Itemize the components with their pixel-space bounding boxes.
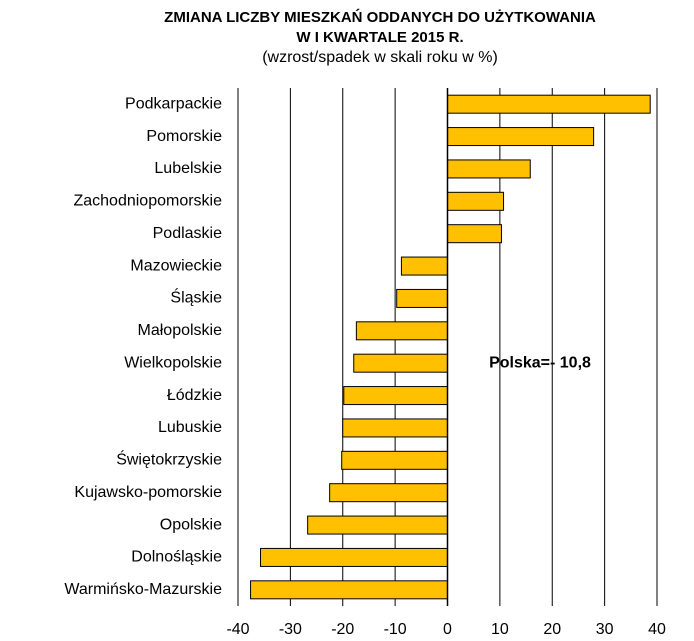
y-tick-label: Podkarpackie bbox=[125, 95, 222, 112]
y-tick-label: Pomorskie bbox=[146, 128, 222, 145]
bar bbox=[353, 353, 448, 373]
bar bbox=[447, 159, 531, 179]
y-tick-label: Świętokrzyskie bbox=[116, 450, 222, 469]
y-tick-label: Lubuskie bbox=[158, 419, 222, 436]
bar bbox=[250, 580, 448, 600]
chart-title: W I KWARTALE 2015 R. bbox=[296, 29, 463, 46]
bar bbox=[329, 483, 448, 503]
y-tick-label: Dolnośląskie bbox=[131, 549, 222, 566]
y-tick-label: Śląskie bbox=[170, 288, 222, 307]
y-tick-label: Mazowieckie bbox=[130, 257, 222, 274]
y-tick-label: Lubelskie bbox=[154, 160, 222, 177]
bar bbox=[342, 418, 448, 438]
bar bbox=[447, 94, 651, 114]
x-tick-label: 0 bbox=[443, 621, 452, 638]
y-tick-label: Wielkopolskie bbox=[124, 354, 222, 371]
bar bbox=[355, 321, 448, 341]
bar bbox=[447, 224, 502, 244]
x-tick-label: 10 bbox=[491, 621, 509, 638]
x-tick-label: 40 bbox=[648, 621, 666, 638]
y-tick-label: Łódzkie bbox=[167, 387, 222, 404]
x-tick-label: -10 bbox=[384, 621, 407, 638]
annotation: Polska=- 10,8 bbox=[489, 354, 591, 371]
bar bbox=[447, 127, 595, 147]
y-tick-label: Warmińsko-Mazurskie bbox=[64, 581, 222, 598]
y-tick-label: Opolskie bbox=[160, 516, 222, 533]
bar bbox=[343, 386, 448, 406]
bar bbox=[400, 256, 449, 276]
x-tick-label: -20 bbox=[331, 621, 354, 638]
x-tick-label: -40 bbox=[226, 621, 249, 638]
y-tick-label: Zachodniopomorskie bbox=[73, 193, 222, 210]
x-tick-label: 20 bbox=[543, 621, 561, 638]
chart-title: ZMIANA LICZBY MIESZKAŃ ODDANYCH DO UŻYTK… bbox=[164, 9, 596, 26]
x-tick-label: 30 bbox=[596, 621, 614, 638]
bar bbox=[396, 288, 449, 308]
bar bbox=[341, 450, 449, 470]
x-tick-label: -30 bbox=[279, 621, 302, 638]
chart-subtitle: (wzrost/spadek w skali roku w %) bbox=[262, 49, 498, 66]
y-tick-label: Małopolskie bbox=[138, 322, 223, 339]
bar bbox=[260, 547, 448, 567]
bar bbox=[307, 515, 448, 535]
y-tick-label: Kujawsko-pomorskie bbox=[74, 484, 222, 501]
y-tick-label: Podlaskie bbox=[153, 225, 222, 242]
bar bbox=[447, 191, 505, 211]
